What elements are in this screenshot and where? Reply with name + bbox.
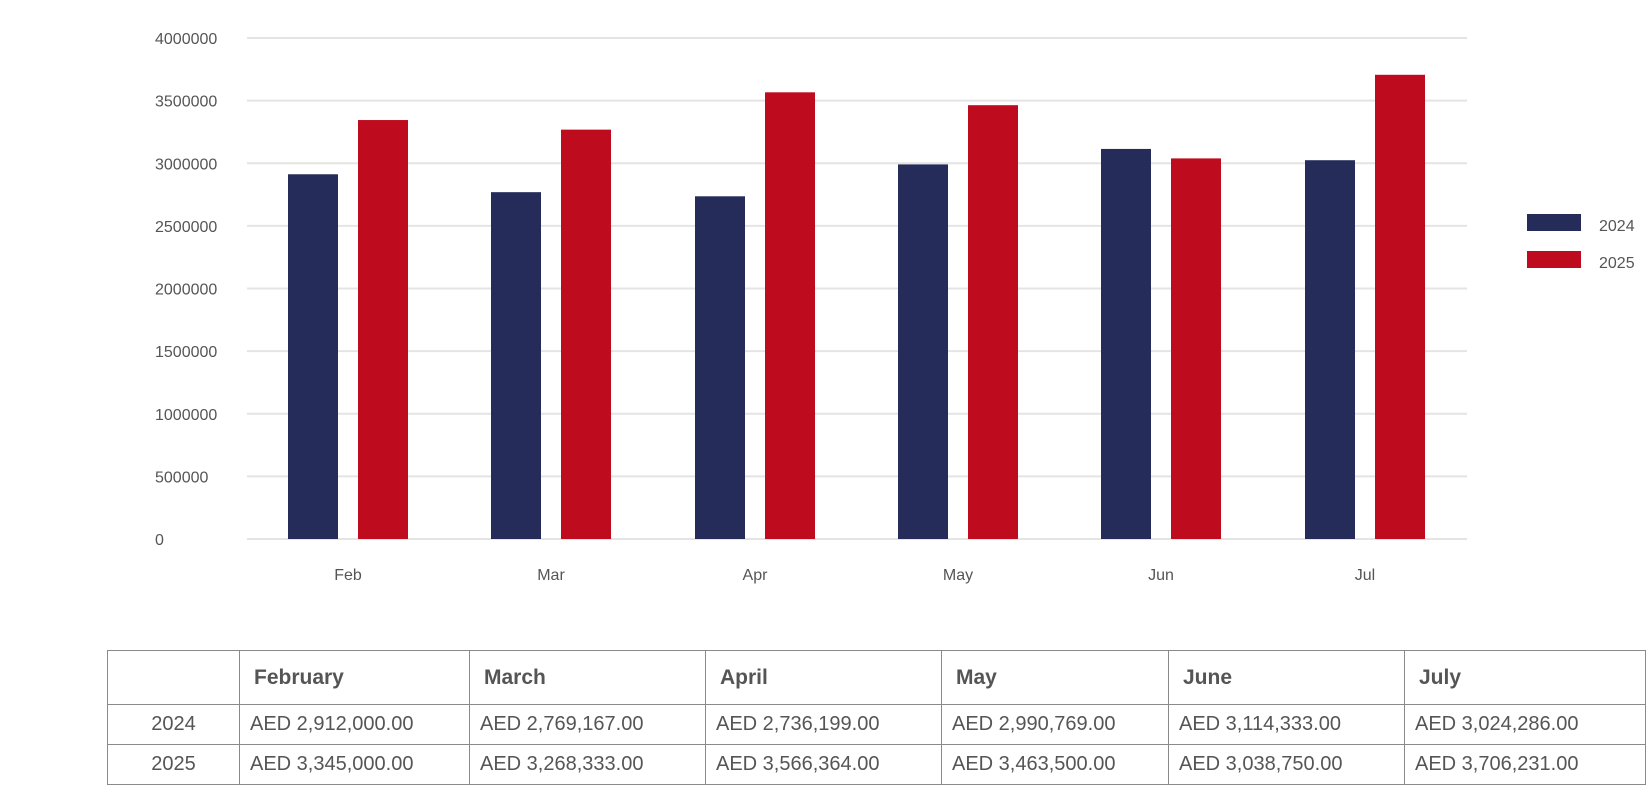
x-tick-label: Jul <box>1355 567 1375 584</box>
bar-2025-jul <box>1375 74 1425 540</box>
table-cell: AED 2,769,167.00 <box>469 704 706 745</box>
bar-2024-jul <box>1305 160 1355 539</box>
table-cell: AED 3,268,333.00 <box>469 744 706 785</box>
y-axis-ticks: 0 500000 1000000 1500000 2000000 2500000 30000… <box>155 31 217 549</box>
table-cell: AED 2,912,000.00 <box>239 704 470 745</box>
x-tick-label: Apr <box>743 567 769 584</box>
bars <box>288 74 1425 540</box>
table-header-july: July <box>1404 650 1646 705</box>
y-tick-label: 2500000 <box>155 219 217 236</box>
x-axis-ticks: Feb Mar Apr May Jun Jul <box>334 567 1375 584</box>
bar-2024-may <box>898 164 948 539</box>
table-row: 2025 AED 3,345,000.00 AED 3,268,333.00 A… <box>107 744 1646 785</box>
y-tick-label: 0 <box>155 532 164 549</box>
table-cell: AED 3,038,750.00 <box>1168 744 1405 785</box>
grid-lines <box>247 37 1467 540</box>
legend-swatch-2024 <box>1527 214 1581 231</box>
table-header-corner <box>107 650 240 705</box>
legend: 2024 2025 <box>1527 214 1635 272</box>
bar-2024-feb <box>288 174 338 539</box>
table-header-march: March <box>469 650 706 705</box>
bar-chart: 0 500000 1000000 1500000 2000000 2500000 30000… <box>155 31 1635 584</box>
table-header-april: April <box>705 650 942 705</box>
table-cell: AED 2,736,199.00 <box>705 704 942 745</box>
bar-2025-mar <box>561 129 611 539</box>
y-tick-label: 4000000 <box>155 31 217 48</box>
table-header-june: June <box>1168 650 1405 705</box>
table-row-label: 2024 <box>107 704 240 745</box>
y-tick-label: 1500000 <box>155 344 217 361</box>
table-header-row: February March April May June July <box>107 650 1646 705</box>
y-tick-label: 1000000 <box>155 407 217 424</box>
bar-2025-apr <box>765 92 815 539</box>
x-tick-label: Jun <box>1148 567 1174 584</box>
bar-2024-jun <box>1101 148 1151 539</box>
table-row: 2024 AED 2,912,000.00 AED 2,769,167.00 A… <box>107 704 1646 745</box>
y-tick-label: 3000000 <box>155 156 217 173</box>
x-tick-label: Feb <box>334 567 362 584</box>
bar-2025-may <box>968 105 1018 539</box>
x-tick-label: Mar <box>537 567 565 584</box>
x-tick-label: May <box>943 567 973 584</box>
table-cell: AED 3,706,231.00 <box>1404 744 1646 785</box>
table-cell: AED 3,024,286.00 <box>1404 704 1646 745</box>
data-table: February March April May June July 2024 … <box>107 650 1646 785</box>
table-header-may: May <box>941 650 1169 705</box>
table-row-label: 2025 <box>107 744 240 785</box>
table-cell: AED 3,114,333.00 <box>1168 704 1405 745</box>
legend-swatch-2025 <box>1527 251 1581 268</box>
y-tick-label: 2000000 <box>155 282 217 299</box>
table-cell: AED 2,990,769.00 <box>941 704 1169 745</box>
table-header-february: February <box>239 650 470 705</box>
table-cell: AED 3,345,000.00 <box>239 744 470 785</box>
bar-2024-apr <box>695 196 745 539</box>
table-cell: AED 3,566,364.00 <box>705 744 942 785</box>
bar-2024-mar <box>491 192 541 539</box>
table-cell: AED 3,463,500.00 <box>941 744 1169 785</box>
legend-label-2025: 2025 <box>1599 255 1635 272</box>
y-tick-label: 500000 <box>155 469 208 486</box>
bar-2025-feb <box>358 120 408 539</box>
legend-label-2024: 2024 <box>1599 218 1635 235</box>
bar-2025-jun <box>1171 158 1221 540</box>
y-tick-label: 3500000 <box>155 94 217 111</box>
